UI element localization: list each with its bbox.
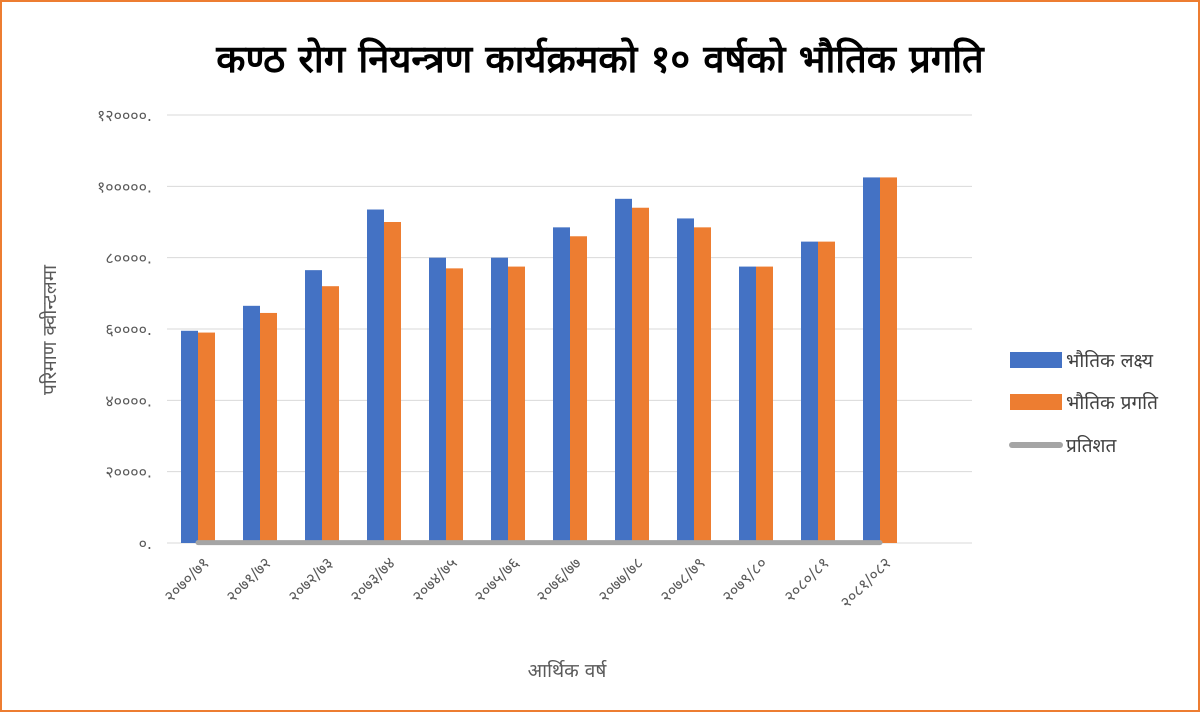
y-tick-label: ०. (139, 534, 152, 553)
x-tick-label: २०८१/०८२ (836, 553, 894, 611)
x-tick-label: २०७६/७७ (532, 553, 585, 606)
bar-target (553, 227, 570, 543)
legend-label: भौतिक लक्ष्य (1066, 349, 1154, 372)
bar-target (801, 241, 818, 543)
bar-progress (880, 177, 897, 543)
bar-progress (694, 227, 711, 543)
bar-target (677, 218, 694, 543)
y-tick-label: १०००००. (97, 177, 152, 196)
y-axis-label: परिमाण क्वीन्टलमा (38, 264, 61, 395)
bar-progress (446, 268, 463, 543)
bar-target (429, 257, 446, 543)
bar-target (491, 257, 508, 543)
x-tick-label: २०७७/७८ (594, 553, 647, 606)
bar-target (367, 209, 384, 543)
x-tick-label: २०७९/८० (718, 553, 771, 606)
legend: भौतिक लक्ष्य भौतिक प्रगति प्रतिशत (1009, 349, 1159, 457)
bar-progress (570, 236, 587, 543)
y-tick-label: ४००००. (105, 391, 152, 410)
x-axis-label: आर्थिक वर्ष (528, 659, 608, 682)
bar-progress (818, 241, 835, 543)
bar-target (739, 266, 756, 543)
y-tick-label: ६००००. (105, 320, 152, 339)
bar-progress (260, 312, 277, 543)
y-tick-labels: ०. २००००. ४००००. ६००००. ८००००. १०००००. १२००००. (97, 106, 152, 553)
bar-target (243, 305, 260, 543)
bar-target (615, 198, 632, 544)
y-tick-label: २००००. (105, 463, 152, 482)
x-tick-label: २०७५/७६ (470, 553, 523, 606)
x-tick-labels: २०७०/७१ २०७१/७२ २०७२/७३ २०७३/७४ २०७४/७५ २०७५/… (160, 553, 895, 611)
x-tick-label: २०७४/७५ (408, 553, 461, 606)
x-tick-label: २०७०/७१ (160, 553, 213, 606)
bar-target (305, 270, 322, 543)
y-tick-label: १२००००. (97, 106, 152, 125)
bar-progress (322, 286, 339, 543)
x-tick-label: २०७१/७२ (222, 553, 275, 606)
legend-label: प्रतिशत (1066, 434, 1117, 457)
x-tick-label: २०७३/७४ (346, 553, 399, 606)
bars (181, 177, 897, 544)
x-tick-label: २०७८/७९ (656, 553, 709, 606)
x-tick-label: २०७२/७३ (284, 553, 337, 606)
legend-label: भौतिक प्रगति (1066, 391, 1159, 414)
bar-target (863, 177, 880, 543)
legend-swatch (1010, 394, 1062, 410)
legend-swatch (1010, 352, 1062, 368)
chart-title: कण्ठ रोग नियन्त्रण कार्यक्रमको १० वर्षको… (216, 37, 984, 81)
bar-progress (632, 207, 649, 543)
bar-progress (198, 332, 215, 543)
bar-progress (756, 266, 773, 543)
x-tick-label: २०८०/८१ (780, 553, 833, 606)
bar-target (181, 330, 198, 543)
bar-progress (384, 222, 401, 543)
bar-progress (508, 266, 525, 543)
y-tick-label: ८००००. (105, 249, 152, 268)
